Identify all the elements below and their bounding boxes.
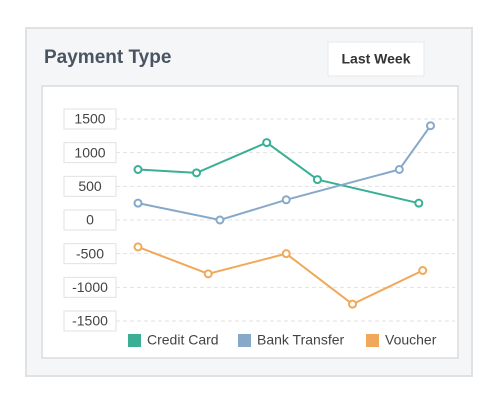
y-tick-label: 1500 (74, 111, 105, 127)
filter-button[interactable] (327, 41, 425, 77)
y-tick-box (63, 175, 117, 197)
point (418, 266, 428, 275)
legend-swatch (366, 334, 379, 347)
point (426, 121, 435, 131)
y-tick-box (63, 209, 117, 231)
point (262, 138, 272, 148)
legend-swatch (238, 334, 251, 347)
point (133, 165, 143, 174)
point (133, 198, 143, 208)
point (133, 242, 143, 252)
legend-swatch (128, 334, 141, 347)
y-tick-label: -1000 (72, 279, 108, 295)
y-tick-label: -500 (76, 245, 104, 261)
point (281, 195, 291, 205)
chart-title: Payment Type (44, 47, 171, 68)
y-tick-box (63, 142, 117, 164)
point (414, 198, 424, 208)
point (192, 168, 201, 178)
legend-label: Voucher (385, 332, 437, 348)
y-tick-box (63, 243, 117, 265)
point (203, 269, 213, 279)
legend-label: Bank Transfer (257, 332, 344, 348)
y-tick-label: -1500 (72, 313, 108, 329)
y-tick-label: 1000 (74, 144, 105, 160)
point (215, 215, 225, 225)
y-tick-box (63, 310, 117, 332)
legend-label: Credit Card (147, 332, 219, 348)
point (281, 249, 291, 259)
point (348, 299, 357, 309)
y-tick-box (63, 108, 117, 130)
y-tick-box (63, 276, 117, 298)
y-tick-label: 500 (78, 178, 102, 194)
point (394, 165, 404, 174)
filter-button-label[interactable]: Last Week (342, 51, 411, 67)
point (312, 175, 322, 185)
y-tick-label: 0 (86, 212, 94, 228)
